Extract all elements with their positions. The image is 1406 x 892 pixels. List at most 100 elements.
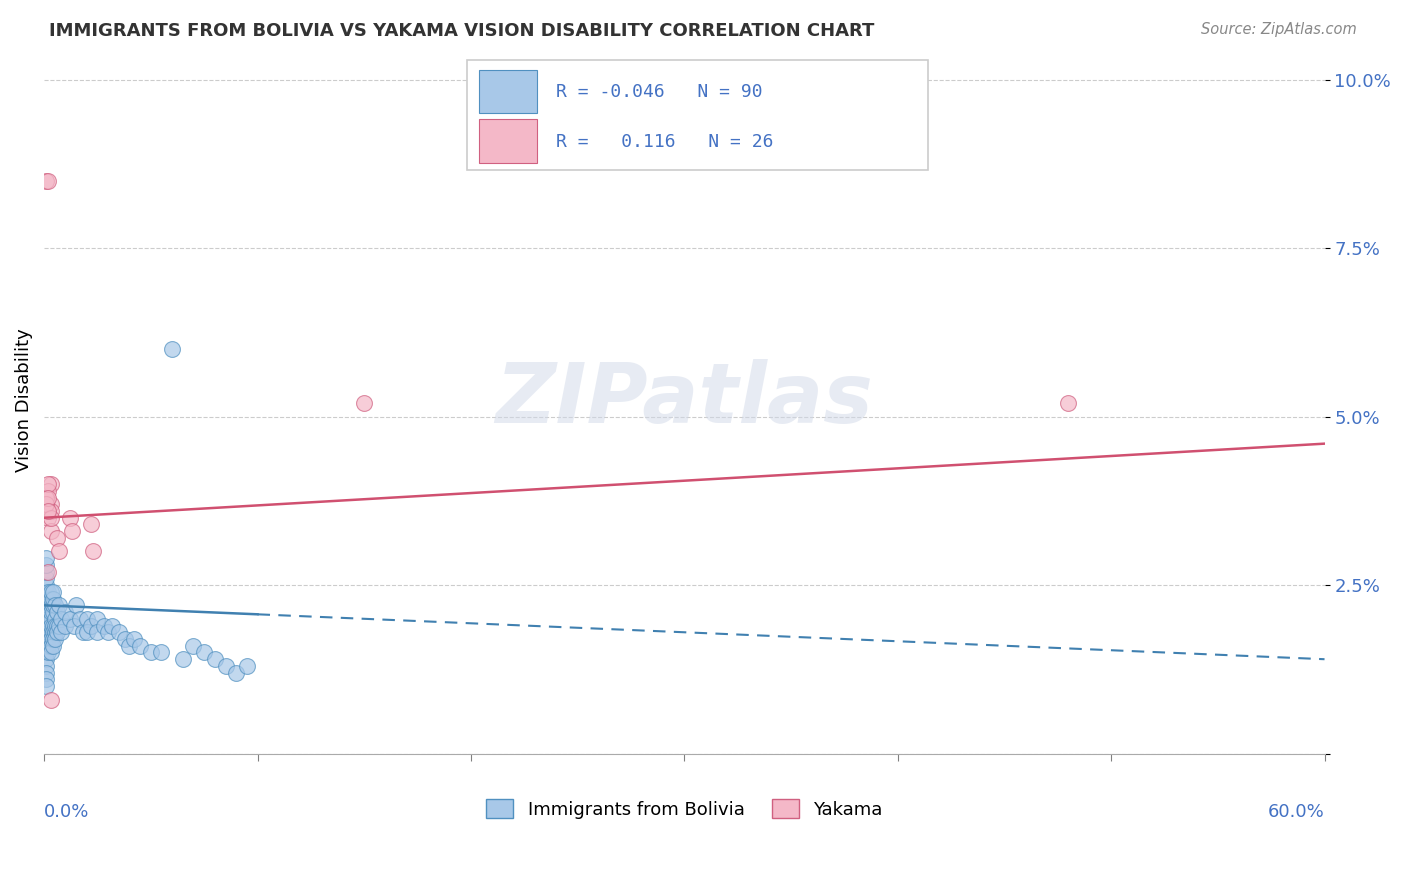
Point: [236, 659, 259, 673]
Point: [37, 612, 59, 626]
Point: [76, 625, 98, 640]
Point: [37, 625, 59, 640]
Point: [35, 632, 58, 646]
Point: [183, 639, 205, 653]
Point: [51, 612, 73, 626]
Point: [35, 571, 58, 585]
Point: [118, 639, 141, 653]
Point: [37, 618, 59, 632]
Point: [37, 483, 59, 498]
Point: [44, 632, 66, 646]
Point: [69, 612, 91, 626]
Point: [41, 591, 63, 606]
Point: [39, 477, 62, 491]
Point: [39, 692, 62, 706]
Point: [122, 632, 145, 646]
Point: [39, 618, 62, 632]
Point: [1057, 396, 1080, 410]
Point: [37, 504, 59, 518]
Point: [35, 605, 58, 619]
Point: [35, 599, 58, 613]
Point: [35, 497, 58, 511]
Point: [37, 639, 59, 653]
Point: [44, 618, 66, 632]
Point: [55, 618, 77, 632]
Point: [39, 639, 62, 653]
Point: [44, 625, 66, 640]
Point: [193, 645, 215, 659]
Point: [37, 565, 59, 579]
Point: [37, 585, 59, 599]
Point: [39, 625, 62, 640]
Point: [35, 652, 58, 666]
Point: [80, 618, 103, 632]
Point: [39, 497, 62, 511]
Point: [35, 174, 58, 188]
Point: [48, 618, 70, 632]
Point: [45, 531, 67, 545]
Point: [35, 665, 58, 680]
Text: 60.0%: 60.0%: [1268, 803, 1324, 821]
Point: [41, 632, 63, 646]
Point: [35, 673, 58, 687]
Point: [48, 599, 70, 613]
Point: [39, 591, 62, 606]
Point: [37, 605, 59, 619]
Text: IMMIGRANTS FROM BOLIVIA VS YAKAMA VISION DISABILITY CORRELATION CHART: IMMIGRANTS FROM BOLIVIA VS YAKAMA VISION…: [49, 22, 875, 40]
Point: [37, 599, 59, 613]
Point: [39, 645, 62, 659]
Point: [35, 491, 58, 505]
Point: [39, 605, 62, 619]
Bar: [479, 70, 537, 113]
Text: 0.0%: 0.0%: [44, 803, 90, 821]
Point: [214, 659, 236, 673]
Point: [41, 625, 63, 640]
Point: [35, 558, 58, 572]
Point: [35, 625, 58, 640]
Point: [37, 632, 59, 646]
Point: [86, 625, 108, 640]
Point: [86, 612, 108, 626]
Point: [37, 591, 59, 606]
Y-axis label: Vision Disability: Vision Disability: [15, 328, 32, 472]
Point: [37, 510, 59, 524]
Point: [41, 639, 63, 653]
Point: [35, 591, 58, 606]
Point: [39, 612, 62, 626]
Point: [45, 605, 67, 619]
Point: [39, 510, 62, 524]
Point: [37, 174, 59, 188]
Point: [107, 625, 129, 640]
Legend: Immigrants from Bolivia, Yakama: Immigrants from Bolivia, Yakama: [479, 792, 890, 826]
Point: [41, 618, 63, 632]
Point: [51, 625, 73, 640]
Point: [39, 524, 62, 539]
Point: [44, 599, 66, 613]
Text: Source: ZipAtlas.com: Source: ZipAtlas.com: [1201, 22, 1357, 37]
Point: [41, 599, 63, 613]
Point: [160, 343, 183, 357]
Point: [39, 504, 62, 518]
Point: [65, 599, 87, 613]
Point: [35, 565, 58, 579]
Point: [41, 605, 63, 619]
Point: [204, 652, 226, 666]
Point: [101, 618, 124, 632]
Point: [97, 625, 120, 640]
Point: [35, 585, 58, 599]
Point: [76, 612, 98, 626]
Point: [80, 517, 103, 532]
Point: [172, 652, 194, 666]
Point: [44, 612, 66, 626]
Point: [37, 491, 59, 505]
Point: [41, 585, 63, 599]
Text: R = -0.046   N = 90: R = -0.046 N = 90: [557, 83, 763, 101]
Point: [35, 612, 58, 626]
Point: [150, 645, 173, 659]
Point: [353, 396, 375, 410]
Point: [35, 618, 58, 632]
Point: [37, 477, 59, 491]
Point: [59, 612, 82, 626]
Point: [93, 618, 115, 632]
Point: [35, 578, 58, 592]
